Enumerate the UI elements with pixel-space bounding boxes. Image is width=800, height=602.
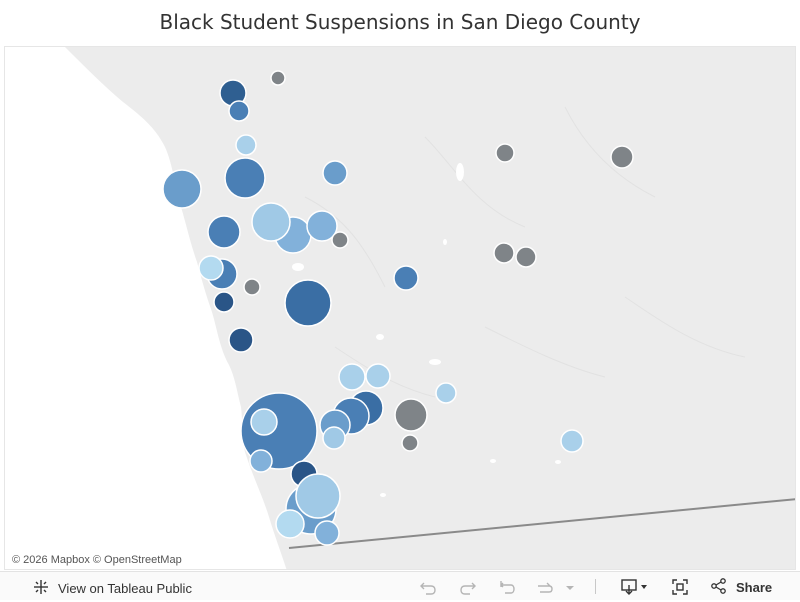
redo-icon[interactable] [458, 577, 478, 597]
bubble[interactable] [198, 255, 224, 281]
refresh-icon[interactable] [535, 577, 555, 597]
bubble[interactable] [251, 202, 291, 242]
bubble[interactable] [515, 246, 537, 268]
terrain-texture [304, 106, 746, 398]
bubble[interactable] [435, 382, 457, 404]
bubble[interactable] [314, 520, 340, 546]
bubble[interactable] [495, 143, 515, 163]
lakes [292, 163, 561, 497]
share-label: Share [736, 579, 773, 595]
bubble[interactable] [243, 278, 261, 296]
fullscreen-icon[interactable] [670, 577, 690, 597]
bubble[interactable] [235, 134, 257, 156]
toolbar-divider [595, 579, 596, 594]
bubble[interactable] [228, 327, 254, 353]
bubble[interactable] [162, 169, 202, 209]
share-button[interactable]: Share [710, 577, 772, 597]
map-attribution: © 2026 Mapbox © OpenStreetMap [9, 554, 185, 566]
district-bubbles[interactable] [162, 70, 634, 546]
bubble[interactable] [393, 265, 419, 291]
download-icon[interactable] [620, 577, 647, 597]
page-title: Black Student Suspensions in San Diego C… [159, 10, 641, 34]
toolbar: View on Tableau Public [0, 571, 800, 600]
bubble[interactable] [270, 70, 286, 86]
bubble[interactable] [213, 291, 235, 313]
bubble[interactable] [493, 242, 515, 264]
bubble[interactable] [295, 473, 341, 519]
ocean [5, 47, 287, 569]
bubble[interactable] [610, 145, 634, 169]
bubble[interactable] [306, 210, 338, 242]
bubble[interactable] [401, 434, 419, 452]
bubble[interactable] [394, 398, 428, 432]
map[interactable]: © 2026 Mapbox © OpenStreetMap [4, 46, 796, 570]
bubble[interactable] [560, 429, 584, 453]
bubble[interactable] [250, 408, 278, 436]
bubble[interactable] [224, 157, 266, 199]
revert-icon[interactable] [497, 577, 517, 597]
tableau-link-label: View on Tableau Public [58, 580, 192, 596]
bubble[interactable] [275, 509, 305, 539]
bubble[interactable] [322, 160, 348, 186]
map-canvas[interactable] [5, 47, 796, 570]
bubble[interactable] [249, 449, 273, 473]
bubble[interactable] [338, 363, 366, 391]
view-on-tableau-link[interactable]: View on Tableau Public [32, 578, 192, 598]
tableau-icon [32, 578, 52, 598]
bubble[interactable] [365, 363, 391, 389]
bubble[interactable] [331, 231, 349, 249]
bubble[interactable] [228, 100, 250, 122]
bubble[interactable] [322, 426, 346, 450]
bubble[interactable] [284, 279, 332, 327]
chevron-down-icon[interactable] [563, 577, 583, 597]
bubble[interactable] [207, 215, 241, 249]
share-icon [710, 577, 730, 597]
us-mexico-border [288, 498, 795, 549]
undo-icon[interactable] [418, 577, 438, 597]
